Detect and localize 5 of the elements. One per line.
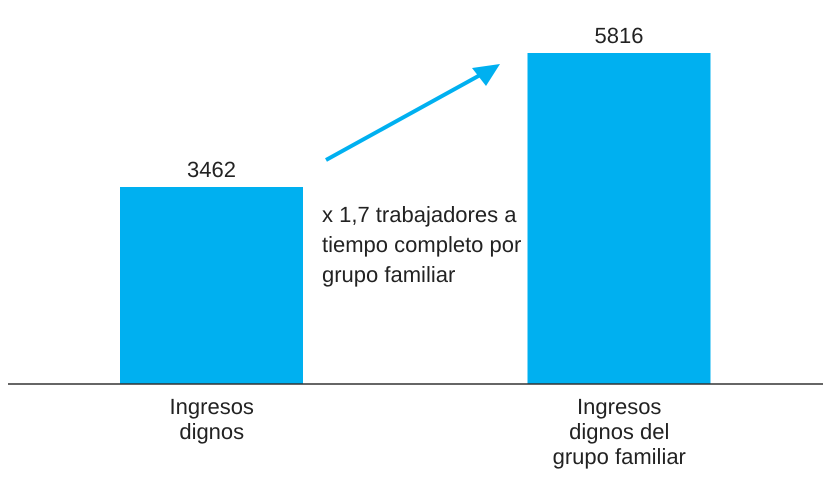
- annotation: x 1,7 trabajadores a tiempo completo por grupo familiar: [322, 201, 522, 289]
- data-label: 3462: [187, 156, 236, 182]
- x-tick-label: Ingresos dignos: [170, 394, 254, 444]
- x-tick-label: Ingresos dignos del grupo familiar: [552, 394, 686, 469]
- data-label: 5816: [594, 23, 644, 48]
